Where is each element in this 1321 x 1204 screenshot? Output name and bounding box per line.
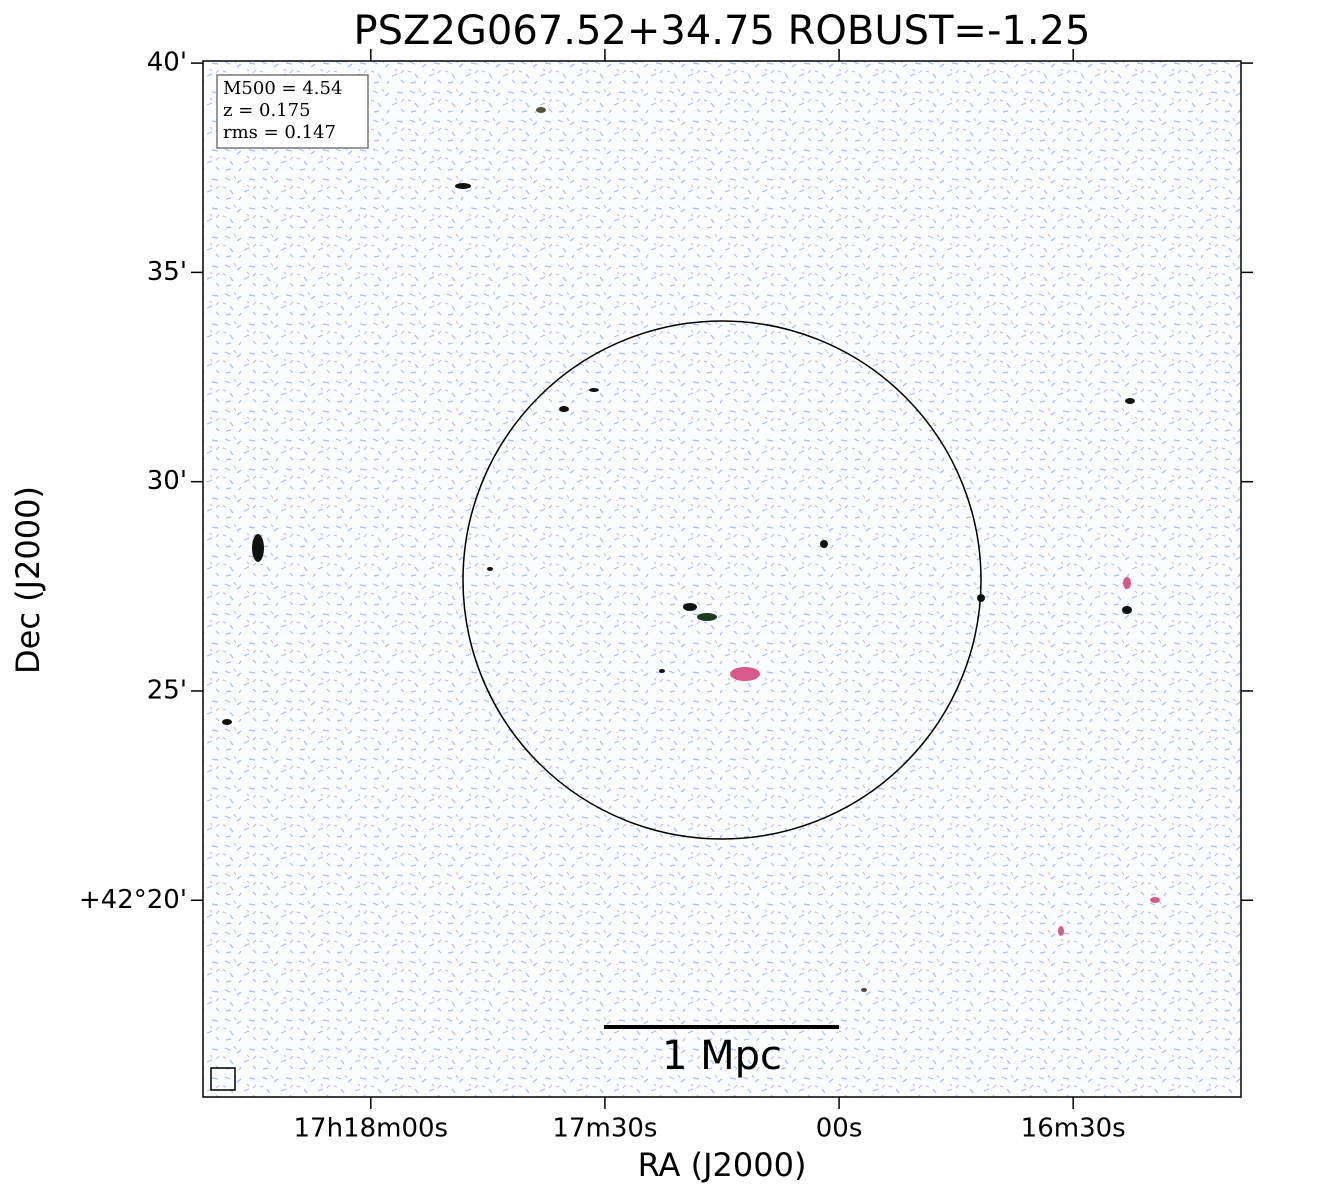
x-tick-label: 16m30s: [1021, 1114, 1126, 1144]
y-tick-label: +42°20': [79, 885, 187, 915]
info-box: [216, 74, 369, 149]
source: [1150, 897, 1160, 903]
info-line: rms = 0.147: [223, 122, 336, 143]
y-axis-label: Dec (J2000): [9, 486, 47, 674]
x-tick-label: 17m30s: [552, 1114, 657, 1144]
source: [1058, 926, 1064, 936]
beam-box: [210, 1067, 236, 1091]
source: [730, 667, 760, 681]
scale-bar-label: 1 Mpc: [662, 1033, 782, 1079]
sources: [222, 107, 1160, 992]
y-tick-label: 25': [147, 675, 187, 705]
source: [252, 534, 264, 562]
y-tick-label: 30': [147, 466, 187, 496]
r500-circle: [462, 320, 982, 840]
source: [589, 388, 599, 392]
source: [559, 406, 569, 412]
y-tick-label: 35': [147, 257, 187, 287]
source: [1123, 577, 1131, 589]
info-line: M500 = 4.54: [223, 78, 342, 99]
source: [683, 603, 697, 611]
source: [1122, 606, 1132, 614]
source: [455, 183, 471, 189]
source: [222, 719, 232, 725]
x-tick-label: 00s: [816, 1114, 863, 1144]
source: [536, 107, 546, 113]
source: [487, 567, 493, 571]
noise: [203, 61, 1241, 1097]
chart-title: PSZ2G067.52+34.75 ROBUST=-1.25: [354, 8, 1091, 54]
info-line: z = 0.175: [223, 100, 311, 121]
source: [697, 613, 717, 621]
source: [861, 988, 867, 992]
x-axis-label: RA (J2000): [638, 1146, 807, 1184]
source: [820, 540, 828, 548]
plot-frame: [202, 60, 1242, 1098]
y-tick-label: 40': [147, 48, 187, 78]
source: [659, 669, 665, 673]
x-tick-label: 17h18m00s: [293, 1114, 448, 1144]
source: [1125, 398, 1135, 404]
